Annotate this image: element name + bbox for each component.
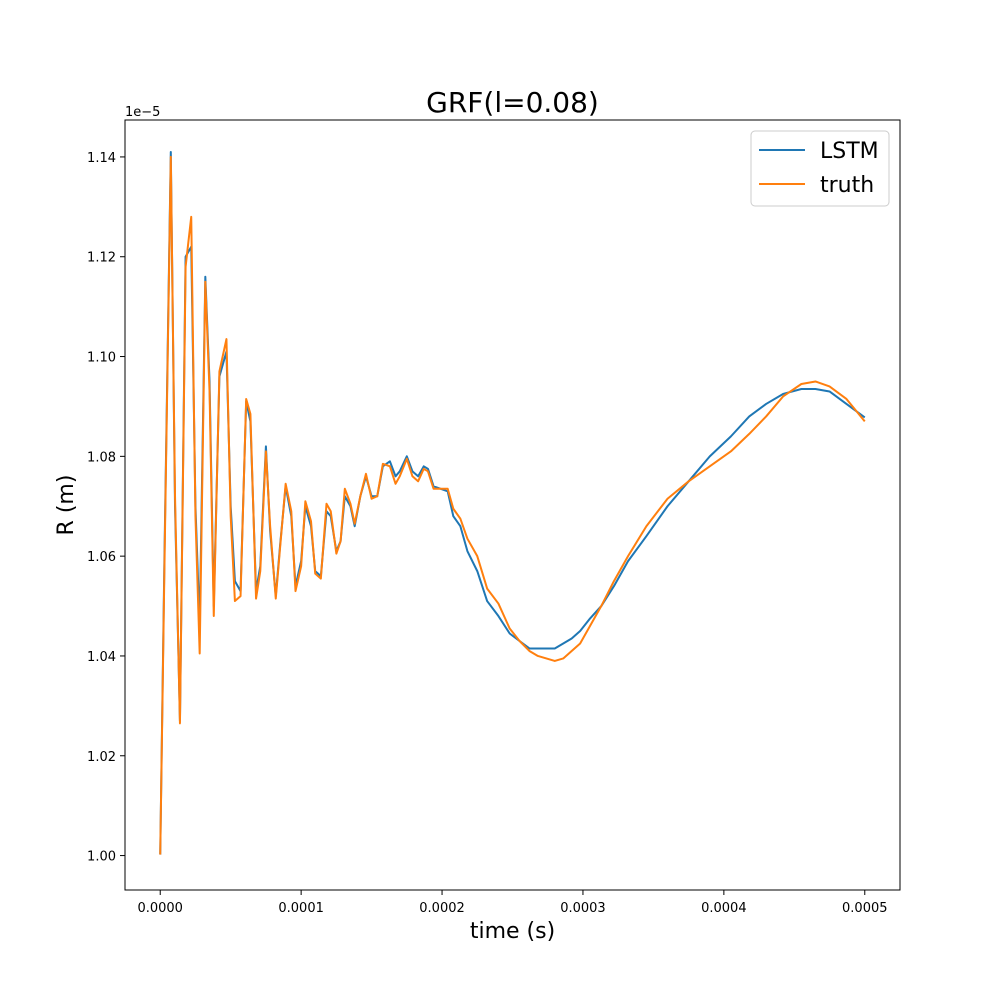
series-layer — [159, 150, 866, 855]
x-tick-label: 0.0002 — [419, 901, 465, 916]
y-tick-label: 1.14 — [87, 151, 116, 166]
legend: LSTM truth — [750, 130, 890, 207]
y-tick-label: 1.02 — [87, 750, 116, 765]
series-line-truth — [159, 155, 866, 855]
legend-label-truth: truth — [820, 173, 874, 198]
plot-area — [125, 120, 900, 890]
y-tick-label: 1.06 — [87, 550, 116, 565]
plot-frame — [124, 119, 901, 891]
legend-label-lstm: LSTM — [820, 139, 879, 164]
x-axis-label: time (s) — [470, 919, 555, 944]
x-axis: 0.0000 0.0001 0.0002 0.0003 0.0004 0.0005 — [137, 890, 888, 916]
chart-title: GRF(l=0.08) — [426, 86, 599, 119]
y-axis-label: R (m) — [54, 475, 79, 536]
y-offset-label: 1e−5 — [125, 105, 160, 120]
x-tick-label: 0.0005 — [842, 901, 888, 916]
y-tick-label: 1.04 — [87, 650, 116, 665]
x-tick-label: 0.0001 — [278, 901, 324, 916]
y-tick-label: 1.08 — [87, 450, 116, 465]
x-tick-label: 0.0000 — [137, 901, 183, 916]
y-tick-label: 1.00 — [87, 850, 116, 865]
x-tick-label: 0.0003 — [560, 901, 606, 916]
y-axis: 1.00 1.02 1.04 1.06 1.08 1.10 1.12 1.14 — [87, 151, 125, 865]
y-tick-label: 1.12 — [87, 251, 116, 266]
x-tick-label: 0.0004 — [701, 901, 747, 916]
y-tick-label: 1.10 — [87, 351, 116, 366]
